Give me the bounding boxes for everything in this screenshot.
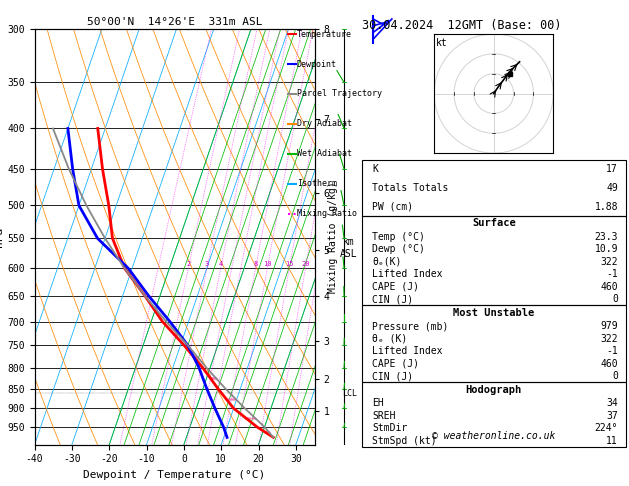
Text: Totals Totals: Totals Totals bbox=[372, 183, 448, 193]
Text: 979: 979 bbox=[600, 321, 618, 331]
Text: kt: kt bbox=[437, 38, 448, 48]
Text: Temp (°C): Temp (°C) bbox=[372, 232, 425, 242]
Text: 17: 17 bbox=[606, 164, 618, 174]
Text: 322: 322 bbox=[600, 334, 618, 344]
Text: θₑ(K): θₑ(K) bbox=[372, 257, 402, 267]
Text: Mixing Ratio (g/kg): Mixing Ratio (g/kg) bbox=[328, 181, 338, 293]
Text: CIN (J): CIN (J) bbox=[372, 371, 413, 381]
Text: Lifted Index: Lifted Index bbox=[372, 269, 443, 279]
Text: 34: 34 bbox=[606, 398, 618, 408]
Bar bbox=[362, 160, 626, 216]
Text: 20: 20 bbox=[301, 260, 309, 267]
Text: K: K bbox=[372, 164, 378, 174]
Text: EH: EH bbox=[372, 398, 384, 408]
Text: 224°: 224° bbox=[594, 423, 618, 433]
Text: θₑ (K): θₑ (K) bbox=[372, 334, 408, 344]
Text: Dewp (°C): Dewp (°C) bbox=[372, 244, 425, 254]
Y-axis label: km
ASL: km ASL bbox=[340, 237, 358, 259]
Text: CAPE (J): CAPE (J) bbox=[372, 282, 420, 292]
Text: 23.3: 23.3 bbox=[594, 232, 618, 242]
Text: CAPE (J): CAPE (J) bbox=[372, 359, 420, 369]
Bar bbox=[362, 382, 626, 447]
Text: 4: 4 bbox=[218, 260, 223, 267]
X-axis label: Dewpoint / Temperature (°C): Dewpoint / Temperature (°C) bbox=[84, 470, 265, 480]
Text: LCL: LCL bbox=[342, 389, 357, 398]
Text: 30.04.2024  12GMT (Base: 00): 30.04.2024 12GMT (Base: 00) bbox=[362, 19, 561, 33]
Text: 11: 11 bbox=[606, 435, 618, 446]
Bar bbox=[362, 216, 626, 306]
Text: Mixing Ratio: Mixing Ratio bbox=[297, 209, 357, 218]
Text: Dry Adiabat: Dry Adiabat bbox=[297, 120, 352, 128]
Text: 460: 460 bbox=[600, 282, 618, 292]
Text: 49: 49 bbox=[606, 183, 618, 193]
Text: 3: 3 bbox=[205, 260, 209, 267]
Text: 10.9: 10.9 bbox=[594, 244, 618, 254]
Bar bbox=[362, 306, 626, 382]
Text: 0: 0 bbox=[612, 371, 618, 381]
Text: StmSpd (kt): StmSpd (kt) bbox=[372, 435, 437, 446]
Text: Wet Adiabat: Wet Adiabat bbox=[297, 149, 352, 158]
Text: -1: -1 bbox=[606, 346, 618, 356]
Y-axis label: hPa: hPa bbox=[0, 227, 4, 247]
Text: Pressure (mb): Pressure (mb) bbox=[372, 321, 448, 331]
Text: Lifted Index: Lifted Index bbox=[372, 346, 443, 356]
Text: 37: 37 bbox=[606, 411, 618, 420]
Text: -1: -1 bbox=[606, 269, 618, 279]
Text: PW (cm): PW (cm) bbox=[372, 202, 413, 212]
Text: © weatheronline.co.uk: © weatheronline.co.uk bbox=[432, 431, 555, 440]
Text: Temperature: Temperature bbox=[297, 30, 352, 39]
Title: 50°00'N  14°26'E  331m ASL: 50°00'N 14°26'E 331m ASL bbox=[87, 17, 262, 27]
Text: 15: 15 bbox=[285, 260, 294, 267]
Text: 10: 10 bbox=[263, 260, 272, 267]
Text: Surface: Surface bbox=[472, 218, 516, 228]
Text: SREH: SREH bbox=[372, 411, 396, 420]
Text: 2: 2 bbox=[186, 260, 191, 267]
Text: 0: 0 bbox=[612, 294, 618, 304]
Text: Isotherm: Isotherm bbox=[297, 179, 337, 188]
Text: Parcel Trajectory: Parcel Trajectory bbox=[297, 89, 382, 99]
Text: 1.88: 1.88 bbox=[594, 202, 618, 212]
Text: Most Unstable: Most Unstable bbox=[453, 308, 535, 318]
Text: Hodograph: Hodograph bbox=[465, 384, 522, 395]
Text: 322: 322 bbox=[600, 257, 618, 267]
Text: StmDir: StmDir bbox=[372, 423, 408, 433]
Text: 8: 8 bbox=[253, 260, 258, 267]
Text: CIN (J): CIN (J) bbox=[372, 294, 413, 304]
Text: 460: 460 bbox=[600, 359, 618, 369]
Text: Dewpoint: Dewpoint bbox=[297, 60, 337, 69]
